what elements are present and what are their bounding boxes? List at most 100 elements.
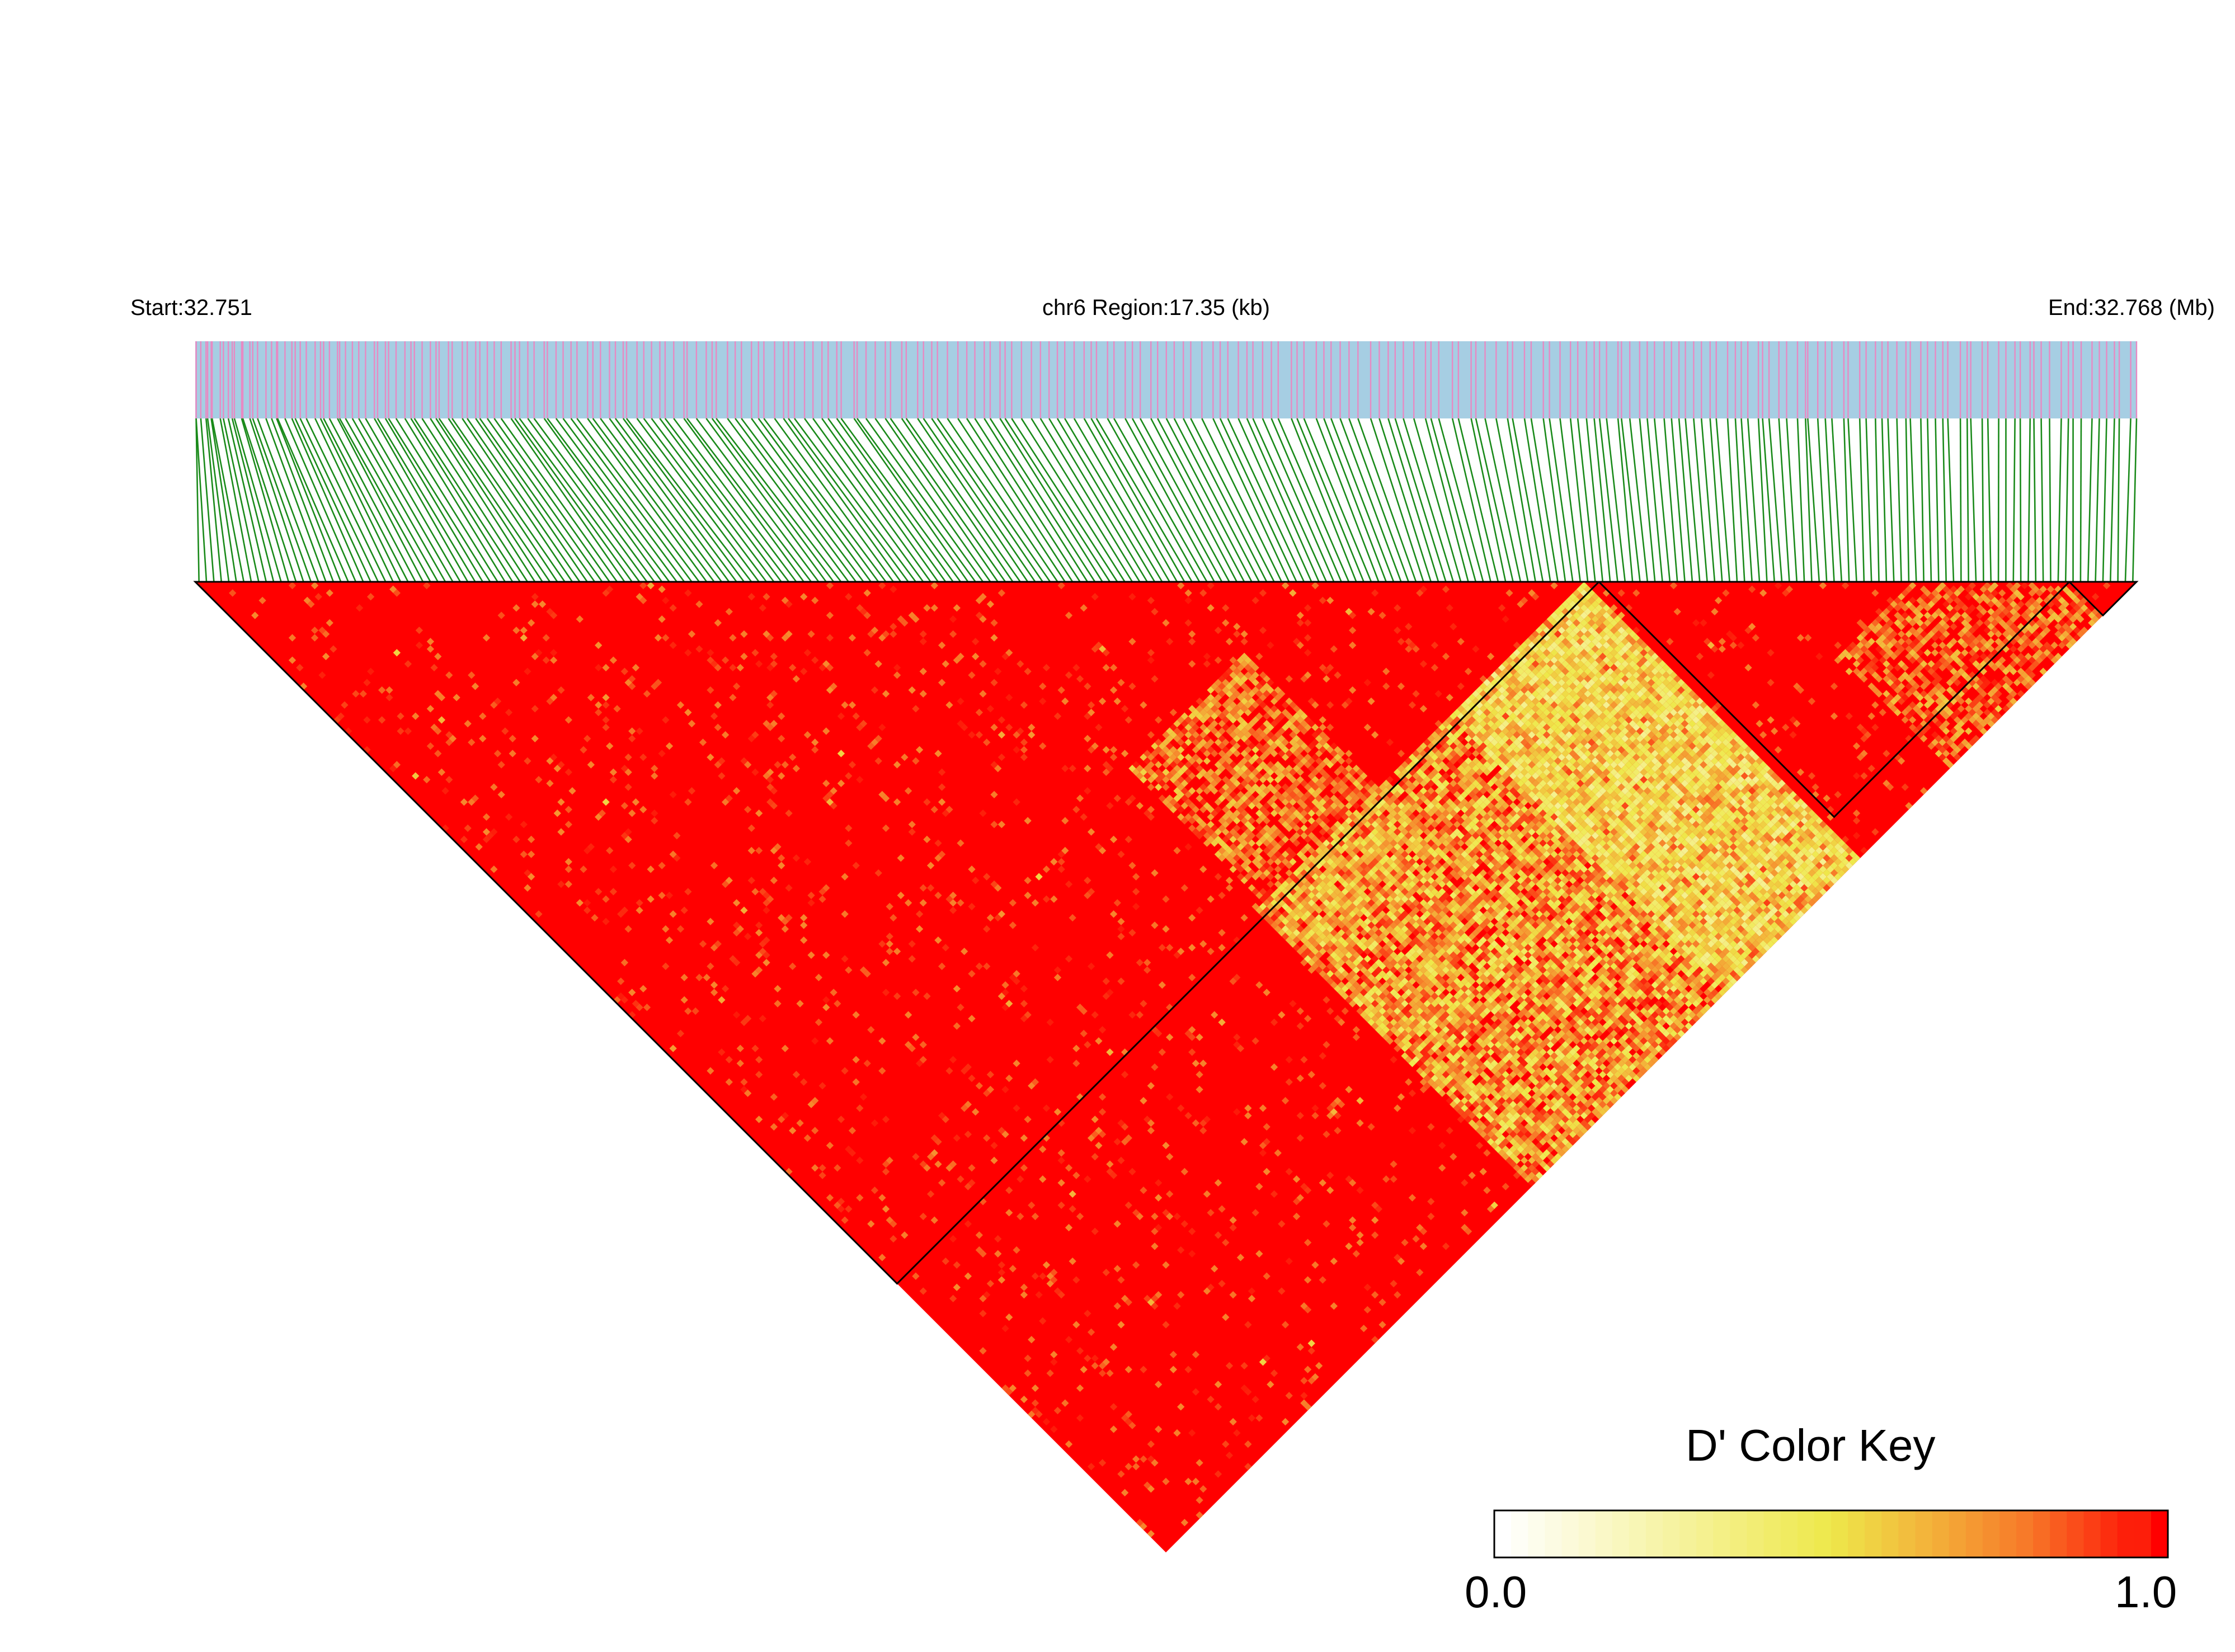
ld-cell bbox=[1109, 686, 1118, 694]
ld-cell bbox=[1117, 1156, 1125, 1164]
ld-cell bbox=[1352, 958, 1360, 967]
ld-cell bbox=[1386, 977, 1394, 985]
ld-cell bbox=[1416, 1015, 1424, 1023]
ld-cell bbox=[1315, 891, 1323, 900]
ld-cell bbox=[587, 843, 595, 851]
ld-cell bbox=[938, 641, 946, 649]
ld-cell bbox=[1457, 1048, 1465, 1056]
ld-cell bbox=[1218, 1205, 1226, 1213]
ld-cell bbox=[1229, 858, 1237, 866]
ld-cell bbox=[1438, 1141, 1446, 1150]
ld-cell bbox=[997, 731, 1006, 739]
snp-connector bbox=[242, 418, 297, 582]
ld-cell bbox=[310, 627, 319, 634]
ld-cell bbox=[822, 884, 830, 892]
ld-cell bbox=[1438, 1089, 1446, 1097]
ld-cell bbox=[890, 914, 897, 922]
ld-cell bbox=[1505, 1119, 1513, 1127]
ld-cell bbox=[1154, 768, 1163, 776]
ld-cell bbox=[968, 865, 976, 873]
ld-cell bbox=[1196, 787, 1203, 795]
ld-cell bbox=[303, 596, 311, 605]
ld-cell bbox=[662, 634, 670, 642]
ld-cell bbox=[1319, 962, 1326, 970]
ld-cell bbox=[251, 611, 259, 619]
ld-cell bbox=[318, 627, 326, 634]
ld-cell bbox=[1061, 764, 1069, 773]
ld-cell bbox=[1248, 839, 1256, 847]
ld-cell bbox=[763, 593, 770, 601]
ld-cell bbox=[1307, 936, 1315, 944]
ld-cell bbox=[531, 705, 539, 713]
ld-cell bbox=[1319, 925, 1326, 933]
ld-cell bbox=[1218, 846, 1226, 855]
ld-cell bbox=[1461, 1037, 1469, 1045]
ld-cell bbox=[520, 634, 528, 642]
ld-cell bbox=[1292, 914, 1301, 922]
ld-cell bbox=[1013, 1060, 1020, 1067]
ld-cell bbox=[1304, 940, 1312, 948]
ld-cell bbox=[1001, 1130, 1009, 1138]
ld-cell bbox=[915, 746, 924, 754]
ld-cell bbox=[620, 802, 629, 810]
ld-cell bbox=[1169, 1366, 1178, 1373]
ld-cell bbox=[1143, 1481, 1151, 1489]
ld-cell bbox=[1203, 779, 1211, 788]
ld-cell bbox=[1173, 1212, 1181, 1221]
snp-connector bbox=[1470, 418, 1507, 582]
ld-cell bbox=[1222, 843, 1230, 851]
snp-connector bbox=[1786, 418, 1798, 582]
ld-cell bbox=[624, 783, 632, 791]
ld-cell bbox=[1475, 1052, 1484, 1060]
ld-cell bbox=[994, 667, 1002, 675]
ld-cell bbox=[296, 663, 304, 672]
snp-connector bbox=[2049, 418, 2052, 582]
snp-connector bbox=[249, 418, 304, 582]
ld-cell bbox=[1431, 1074, 1439, 1082]
ld-cell bbox=[1494, 1130, 1502, 1138]
ld-cell bbox=[1113, 1265, 1121, 1273]
ld-cell bbox=[639, 806, 647, 813]
ld-cell bbox=[1375, 966, 1383, 974]
ld-cell bbox=[1255, 906, 1263, 914]
ld-cell bbox=[979, 690, 987, 698]
ld-cell bbox=[908, 828, 916, 836]
ld-cell bbox=[1315, 944, 1323, 952]
snp-connector bbox=[1190, 418, 1275, 582]
ld-cell bbox=[714, 701, 722, 709]
ld-cell bbox=[1408, 1044, 1417, 1052]
ld-cell bbox=[1143, 966, 1151, 974]
ld-cell bbox=[822, 951, 830, 959]
ld-cell bbox=[1434, 1048, 1442, 1056]
ld-cell bbox=[1345, 951, 1353, 959]
snp-connector bbox=[562, 418, 685, 582]
ld-cell bbox=[934, 936, 942, 944]
ld-cell bbox=[426, 705, 435, 713]
ld-cell bbox=[1502, 1085, 1509, 1094]
ld-cell bbox=[1225, 854, 1234, 862]
ld-cell bbox=[1431, 1082, 1439, 1090]
ld-cell bbox=[1490, 1127, 1498, 1135]
ld-cell bbox=[1050, 895, 1058, 903]
ld-cell bbox=[1128, 1422, 1136, 1429]
ld-cell bbox=[1304, 1403, 1312, 1411]
ld-cell bbox=[1334, 1096, 1342, 1105]
ld-cell bbox=[972, 638, 980, 646]
ld-cell bbox=[1498, 1112, 1506, 1119]
ld-cell bbox=[1461, 1096, 1469, 1105]
ld-cell bbox=[524, 667, 531, 675]
ld-cell bbox=[807, 1100, 815, 1108]
ld-cell bbox=[1240, 914, 1248, 922]
ld-cell bbox=[527, 619, 535, 627]
ld-cell bbox=[1177, 776, 1185, 784]
ld-cell bbox=[1084, 683, 1091, 690]
ld-cell bbox=[1438, 1067, 1446, 1075]
ld-cell bbox=[1337, 921, 1345, 929]
ld-cell bbox=[732, 683, 741, 690]
snp-connector bbox=[600, 418, 722, 582]
ld-cell bbox=[1304, 1366, 1312, 1373]
ld-cell bbox=[1509, 1130, 1517, 1138]
ld-cell bbox=[1158, 750, 1166, 757]
ld-cell bbox=[755, 921, 763, 929]
ld-cell bbox=[1315, 906, 1323, 914]
